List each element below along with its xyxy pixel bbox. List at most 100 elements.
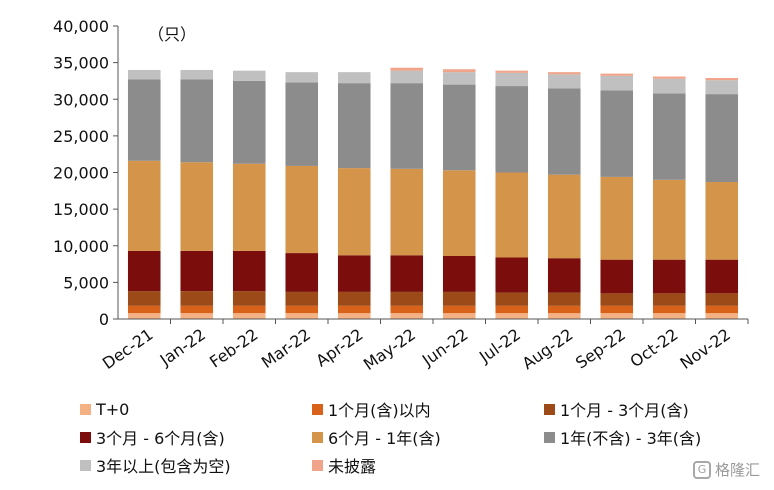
watermark-logo-icon: G	[692, 460, 711, 479]
bar-segment	[180, 250, 214, 292]
watermark-text: 格隆汇	[714, 461, 760, 479]
bar-segment	[600, 75, 634, 91]
bar-segment	[127, 250, 161, 292]
bar-segment	[547, 72, 581, 75]
bar-segment	[285, 82, 319, 166]
bar-segment	[285, 305, 319, 314]
bar-segment	[600, 90, 634, 177]
chart-svg: 0 5,000 10,000 15,000 20,000 25,000 30,000 35,0…	[53, 17, 749, 374]
bar-segment	[127, 79, 161, 161]
y-tick-label: 20,000	[53, 164, 109, 183]
bar-segment	[495, 172, 529, 258]
bar-segment	[600, 305, 634, 314]
legend-item: 3年以上(包含为空)	[80, 454, 312, 476]
bar-segment	[652, 179, 686, 260]
bar-segment	[442, 305, 476, 314]
legend-item: 3个月 - 6个月(含)	[80, 426, 312, 448]
bar-segment	[600, 176, 634, 260]
legend-item: 1年(不含) - 3年(含)	[544, 426, 760, 448]
bar-segment	[180, 305, 214, 314]
legend-item: 1个月(含)以内	[312, 398, 544, 420]
bar-segment	[232, 70, 266, 81]
bar-segment	[705, 293, 739, 306]
bar-segment	[127, 69, 161, 80]
legend-label: 6个月 - 1年(含)	[328, 429, 441, 448]
x-tick-label: Aug-22	[519, 325, 577, 373]
bar-segment	[547, 88, 581, 175]
legend-label: 未披露	[328, 457, 377, 476]
bar-segment	[337, 255, 371, 292]
bar-segment	[652, 93, 686, 180]
bar-segment	[495, 86, 529, 173]
bar-segment	[390, 168, 424, 256]
bar-segment	[127, 305, 161, 314]
y-tick-label: 40,000	[53, 17, 109, 36]
bar-segment	[705, 80, 739, 95]
bars	[127, 67, 739, 319]
y-tick-label: 30,000	[53, 90, 109, 109]
bar-segment	[232, 250, 266, 292]
legend-swatch	[544, 403, 555, 415]
legend-swatch	[312, 431, 323, 443]
y-tick-label: 0	[99, 310, 109, 329]
bar-segment	[337, 83, 371, 169]
bar-segment	[705, 94, 739, 183]
bar-segment	[337, 305, 371, 314]
bar-segment	[337, 72, 371, 84]
bar-segment	[547, 305, 581, 314]
bar-segment	[600, 293, 634, 306]
legend-swatch	[544, 431, 555, 443]
x-tick-label: Dec-21	[99, 325, 157, 373]
bar-segment	[705, 259, 739, 294]
bar-segment	[652, 293, 686, 306]
bar-segment	[232, 163, 266, 251]
legend: T+0 1个月(含)以内 1个月 - 3个月(含) 3个月 - 6个月(含) 6个月 -…	[80, 398, 760, 476]
y-tick-label: 5,000	[63, 273, 109, 292]
bar-segment	[180, 313, 214, 319]
bar-segment	[705, 182, 739, 260]
bar-segment	[442, 69, 476, 73]
bar-segment	[705, 305, 739, 314]
bar-segment	[232, 80, 266, 164]
bar-segment	[285, 253, 319, 292]
x-tick-label: Jun-22	[418, 325, 472, 370]
bar-segment	[495, 70, 529, 73]
bar-segment	[547, 258, 581, 293]
watermark: G 格隆汇	[692, 459, 760, 480]
y-tick-label: 35,000	[53, 54, 109, 73]
y-axis: 0 5,000 10,000 15,000 20,000 25,000 30,000 35,0…	[53, 17, 119, 329]
x-tick-label: May-22	[360, 325, 419, 374]
y-tick-label: 25,000	[53, 127, 109, 146]
bar-segment	[495, 292, 529, 306]
x-tick-label: Nov-22	[677, 325, 735, 373]
bar-segment	[705, 78, 739, 81]
bar-segment	[390, 83, 424, 169]
bar-segment	[180, 162, 214, 251]
bar-segment	[232, 305, 266, 314]
bar-segment	[390, 291, 424, 306]
legend-label: 1个月 - 3个月(含)	[560, 401, 689, 420]
unit-label: （只）	[148, 25, 196, 44]
bar-segment	[547, 174, 581, 259]
legend-label: 3个月 - 6个月(含)	[96, 429, 225, 448]
bar-segment	[390, 70, 424, 84]
bar-segment	[600, 259, 634, 294]
x-tick-label: Oct-22	[627, 325, 682, 371]
bar-segment	[285, 165, 319, 254]
bar-segment	[547, 74, 581, 89]
bar-segment	[285, 72, 319, 83]
legend-swatch	[80, 403, 91, 415]
legend-label: 1年(不含) - 3年(含)	[560, 429, 702, 448]
x-tick-label: Mar-22	[258, 325, 314, 372]
bar-segment	[285, 313, 319, 319]
bar-segment	[495, 305, 529, 314]
x-tick-label: Jul-22	[475, 325, 524, 367]
legend-item: 未披露	[312, 454, 544, 476]
bar-segment	[285, 291, 319, 306]
bar-segment	[337, 168, 371, 256]
legend-item: 1个月 - 3个月(含)	[544, 398, 760, 420]
bar-segment	[180, 69, 214, 80]
bar-segment	[495, 313, 529, 319]
bar-segment	[495, 72, 529, 87]
x-tick-label: Sep-22	[572, 325, 629, 373]
